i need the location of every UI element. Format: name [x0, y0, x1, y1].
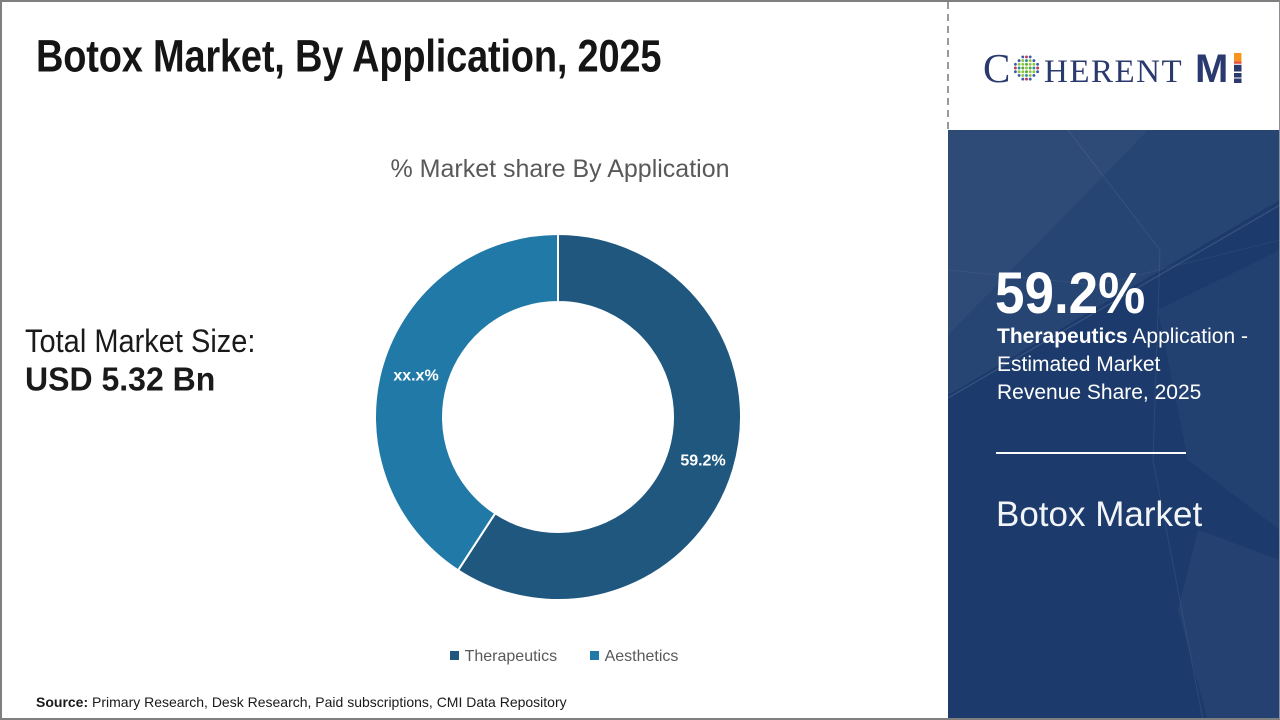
svg-text:M: M: [1195, 47, 1228, 91]
svg-text:HERENT: HERENT: [1044, 54, 1183, 90]
svg-text:xx.x%: xx.x%: [393, 368, 438, 385]
svg-text:59.2%: 59.2%: [680, 453, 725, 470]
svg-text:C: C: [983, 45, 1010, 91]
